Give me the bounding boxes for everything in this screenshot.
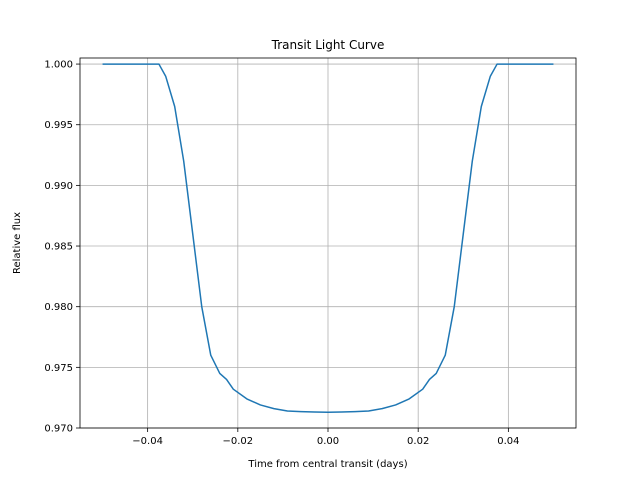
chart-title: Transit Light Curve (271, 38, 385, 52)
y-tick-label: 0.980 (44, 302, 73, 313)
y-axis-label: Relative flux (12, 212, 23, 274)
y-tick-label: 0.985 (44, 242, 73, 253)
y-tick-label: 0.990 (44, 181, 73, 192)
y-tick-label: 0.975 (44, 363, 73, 374)
y-axis-ticks: 0.970 0.975 0.980 0.985 0.990 0.995 1.000 (44, 60, 80, 435)
series-line (102, 63, 554, 413)
x-tick-label: 0.02 (407, 436, 429, 447)
y-tick-label: 0.970 (44, 424, 73, 435)
y-tick-label: 1.000 (44, 60, 73, 71)
x-tick-label: 0.00 (317, 436, 339, 447)
x-axis-ticks: −0.04 −0.02 0.00 0.02 0.04 (132, 428, 519, 447)
y-tick-label: 0.995 (44, 120, 73, 131)
x-tick-label: 0.04 (497, 436, 519, 447)
grid-lines (80, 58, 576, 429)
x-axis-label: Time from central transit (days) (247, 459, 407, 470)
x-tick-label: −0.04 (132, 436, 163, 447)
x-tick-label: −0.02 (222, 436, 253, 447)
